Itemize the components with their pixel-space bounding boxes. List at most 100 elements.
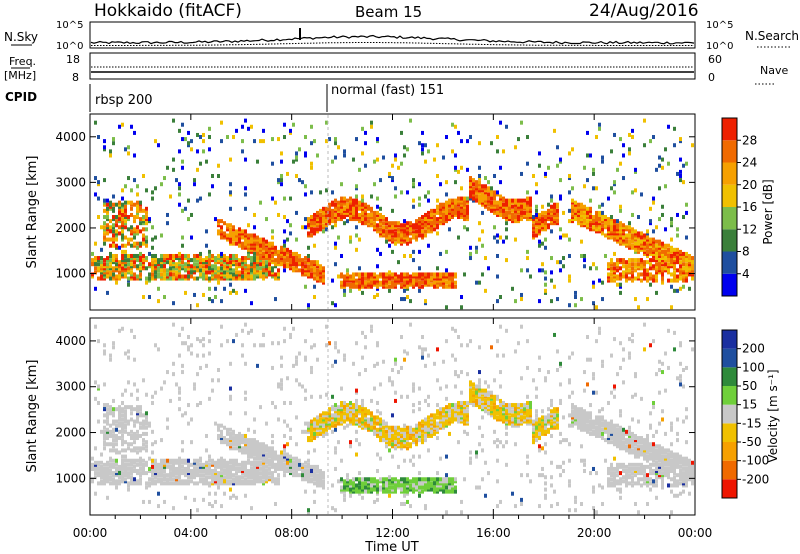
power-cell [619, 239, 622, 244]
velocity-cell [364, 345, 367, 350]
power-cell [271, 256, 274, 261]
velocity-cell [364, 477, 367, 482]
velocity-cell [244, 411, 247, 416]
power-cell [481, 200, 484, 205]
velocity-cell [217, 436, 220, 441]
power-cell [238, 243, 241, 248]
power-cell [268, 243, 271, 248]
power-cell [457, 235, 460, 240]
velocity-cell [319, 413, 322, 418]
power-cell [649, 139, 652, 144]
power-colorbar-swatch [722, 140, 737, 163]
velocity-cell [184, 460, 187, 465]
power-cell [439, 215, 442, 220]
velocity-cell [175, 481, 178, 486]
power-cell [160, 264, 163, 269]
power-cell [133, 260, 136, 265]
power-cell [688, 266, 691, 271]
power-cell [625, 272, 628, 277]
velocity-cell [124, 477, 127, 482]
power-cell [487, 188, 490, 193]
power-cell [451, 212, 454, 217]
power-cell [412, 223, 415, 228]
power-cell [397, 235, 400, 240]
power-cell [439, 182, 442, 187]
velocity-cell [181, 326, 184, 331]
velocity-cell [361, 485, 364, 490]
power-cell [271, 272, 274, 277]
power-cell [691, 274, 694, 279]
velocity-cell [289, 462, 292, 467]
velocity-cell [166, 477, 169, 482]
velocity-cell [403, 483, 406, 488]
power-cell [643, 237, 646, 242]
power-cell [469, 190, 472, 195]
velocity-cell [286, 466, 289, 471]
power-cell [229, 282, 232, 287]
velocity-cell [256, 454, 259, 459]
power-colorbar-tick-label: 28 [742, 133, 757, 147]
velocity-cell [262, 450, 265, 455]
power-cell [241, 139, 244, 144]
power-cell [139, 256, 142, 261]
power-cell [487, 206, 490, 211]
velocity-cell [334, 345, 337, 350]
velocity-cell [313, 436, 316, 441]
power-cell [262, 262, 265, 267]
power-cell [274, 258, 277, 263]
velocity-cell [358, 421, 361, 426]
power-cell [667, 161, 670, 166]
power-cell [211, 299, 214, 304]
power-cell [163, 264, 166, 269]
velocity-cell [247, 452, 250, 457]
power-cell [625, 241, 628, 246]
power-cell [193, 262, 196, 267]
power-cell [391, 229, 394, 234]
power-cell [484, 194, 487, 199]
velocity-cell [103, 436, 106, 441]
velocity-cell [403, 433, 406, 438]
power-cell [436, 210, 439, 215]
velocity-cell [121, 475, 124, 480]
velocity-cell [328, 421, 331, 426]
velocity-cell [352, 485, 355, 490]
velocity-cell [376, 427, 379, 432]
power-cell [214, 258, 217, 263]
velocity-cell [250, 469, 253, 474]
power-cell [304, 266, 307, 271]
power-cell [310, 233, 313, 238]
power-cell [517, 215, 520, 220]
power-cell [262, 241, 265, 246]
power-colorbar-swatch [722, 184, 737, 207]
power-cell [391, 231, 394, 236]
velocity-cell [349, 403, 352, 408]
power-y-tick-label: 3000 [55, 175, 86, 189]
velocity-cell [346, 403, 349, 408]
power-cell [250, 233, 253, 238]
power-cell [334, 198, 337, 203]
velocity-cell [403, 436, 406, 441]
power-cell [532, 225, 535, 230]
power-cell [352, 215, 355, 220]
velocity-cell [319, 479, 322, 484]
power-cell [334, 262, 337, 267]
velocity-cell [241, 475, 244, 480]
velocity-cell [274, 479, 277, 484]
velocity-cell [148, 481, 151, 486]
velocity-cell [322, 413, 325, 418]
power-cell [442, 212, 445, 217]
velocity-cell [307, 464, 310, 469]
power-cell [673, 272, 676, 277]
power-cell [433, 284, 436, 289]
power-cell [394, 233, 397, 238]
power-cell [238, 227, 241, 232]
velocity-cell [250, 452, 253, 457]
power-cell [406, 227, 409, 232]
power-cell [109, 243, 112, 248]
power-cell [361, 210, 364, 215]
velocity-cell [199, 339, 202, 344]
power-cell [91, 258, 94, 263]
power-cell [466, 210, 469, 215]
velocity-cell [328, 419, 331, 424]
power-cell [226, 276, 229, 281]
